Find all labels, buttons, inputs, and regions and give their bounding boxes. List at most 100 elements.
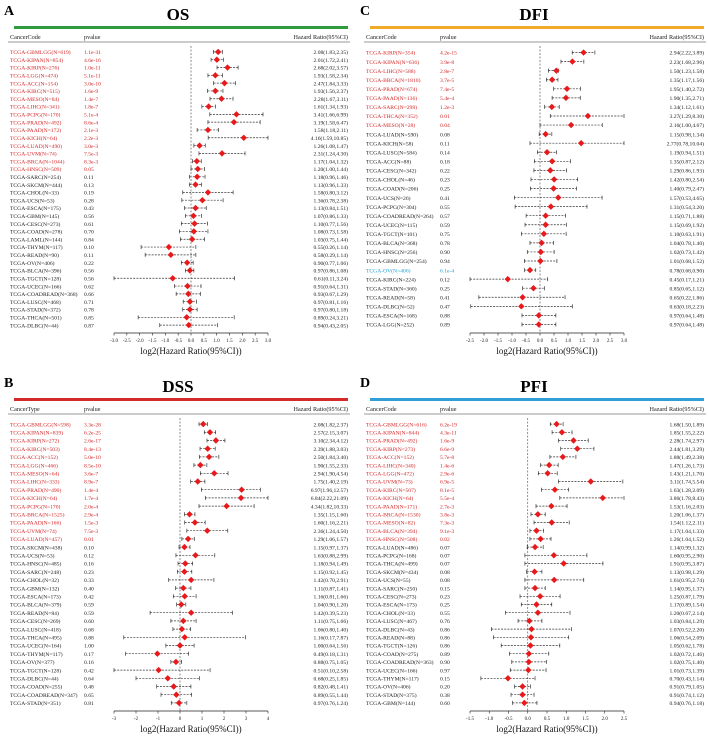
row-cancer-label: TCGA-LUSC(N=584) — [366, 149, 417, 156]
row-pvalue: 0.07 — [440, 562, 450, 568]
title-bar — [370, 26, 704, 29]
row-pvalue: 0.57 — [440, 214, 450, 220]
row-cancer-label: TCGA-COADREAD(N=368) — [10, 291, 78, 298]
hr-point — [205, 453, 213, 461]
hr-point — [186, 298, 194, 305]
hr-point — [527, 642, 534, 649]
table-row: TCGA-SKCM(N=444) 0.13 1.13(0.96,1.33) — [10, 181, 348, 189]
row-pvalue: 0.87 — [84, 323, 94, 329]
row-cancer-label: TCGA-COADREAD(N=264) — [366, 213, 434, 220]
row-pvalue: 2.2e-3 — [84, 136, 98, 142]
hr-point — [178, 601, 185, 608]
row-hazard-ratio: 2.44(1.81,3.29) — [670, 446, 705, 453]
row-pvalue: 1.2e-3 — [440, 105, 454, 111]
hr-point — [230, 118, 238, 126]
table-row: TCGA-BRCA(N=1810) 3.7e-5 1.35(1.17,1.56) — [366, 76, 704, 84]
hr-point — [530, 285, 537, 292]
row-pvalue: 0.16 — [84, 660, 94, 666]
row-cancer-label: TCGA-SKCM(N=438) — [10, 544, 62, 551]
hr-point — [238, 486, 245, 493]
hr-point — [548, 502, 555, 510]
row-hazard-ratio: 0.97(0.81,1.16) — [314, 299, 349, 306]
row-pvalue: 0.59 — [440, 223, 450, 229]
row-hazard-ratio: 1.11(0.75,1.66) — [314, 618, 348, 625]
row-cancer-label: TCGA-LIHC(N=588) — [366, 68, 416, 75]
row-hazard-ratio: 2.57(2.15,3.07) — [314, 430, 349, 437]
row-pvalue: 0.23 — [84, 570, 94, 576]
table-row: TCGA-GBMLGG(N=619) 1.1e-31 2.08(1.83,2.35) — [10, 48, 348, 56]
hr-point — [205, 103, 212, 110]
table-row: TCGA-PAAD(N=136) 5.4e-4 1.90(1.35,2.71) — [366, 94, 704, 102]
row-hazard-ratio: 2.01(1.72,2.41) — [314, 57, 349, 64]
table-row: TCGA-BLCA(N=379) 0.59 1.04(0.90,1.20) — [10, 601, 348, 609]
row-cancer-label: TCGA-PAAD(N=166) — [10, 520, 61, 527]
x-tick-label: -0.5 — [505, 717, 513, 722]
row-cancer-label: TCGA-LUAD(N=486) — [366, 544, 418, 551]
row-pvalue: 0.08 — [440, 578, 450, 584]
table-row: TCGA-LIHC(N=588) 2.8e-7 1.50(1.23,1.58) — [366, 67, 704, 75]
x-tick-label: 3 — [245, 717, 248, 722]
row-cancer-label: TCGA-THYM(N=117) — [366, 676, 419, 683]
row-pvalue: 2.9e-4 — [84, 513, 98, 519]
row-cancer-label: TCGA-LAML(N=144) — [10, 236, 62, 243]
row-cancer-label: TCGA-READ(N=58) — [366, 294, 415, 301]
row-cancer-label: TCGA-MESO(N=84) — [10, 96, 59, 103]
table-row: TCGA-LGG(N=472) 2.9e-6 1.43(1.21,1.70) — [366, 470, 704, 478]
hr-point — [548, 103, 556, 111]
row-cancer-label: TCGA-KIPAN(N=636) — [366, 59, 419, 66]
row-hazard-ratio: 1.01(0.73,1.39) — [670, 667, 705, 674]
row-hazard-ratio: 1.68(1.50,1.89) — [670, 421, 705, 428]
row-hazard-ratio: 1.02(0.75,1.40) — [670, 659, 705, 666]
hr-point — [537, 257, 544, 265]
row-hazard-ratio: 1.06(0.80,1.40) — [314, 626, 349, 633]
row-hazard-ratio: 0.97(0.80,1.18) — [314, 307, 349, 314]
table-row: TCGA-HNSC(N=256) 0.90 1.02(0.73,1.42) — [366, 248, 704, 256]
hr-point — [550, 176, 558, 183]
table-row: TCGA-KICH(N=58) 0.11 2.77(0.78,10.04) — [366, 139, 704, 147]
hr-point — [165, 243, 173, 251]
row-pvalue: 9.1e-3 — [440, 529, 454, 535]
row-hazard-ratio: 1.29(1.06,1.57) — [314, 536, 349, 543]
x-tick-label: 3.0 — [265, 339, 272, 344]
row-pvalue: 0.08 — [440, 132, 450, 138]
panel-C: C DFI CancerCode pvalue Hazard Ratio(95%CI) T… — [360, 4, 706, 356]
row-hazard-ratio: 6.84(2.22,21.09) — [311, 495, 348, 502]
table-row: TCGA-MESO(N=82) 7.3e-3 1.54(1.12,2.11) — [366, 519, 704, 527]
hr-point — [545, 461, 553, 469]
hr-point — [180, 617, 187, 625]
row-cancer-label: TCGA-TGCT(N=126) — [366, 643, 417, 650]
row-pvalue: 0.56 — [84, 269, 94, 275]
row-pvalue: 1.0e-11 — [84, 66, 101, 72]
hr-point — [184, 535, 192, 543]
row-hazard-ratio: 1.04(0.78,1.40) — [670, 240, 705, 247]
row-pvalue: 2.7e-3 — [440, 504, 454, 510]
hr-point — [212, 72, 219, 79]
row-pvalue: 7.3e-3 — [440, 521, 454, 527]
row-pvalue: 0.42 — [84, 668, 94, 674]
x-tick-label: 2.5 — [252, 339, 259, 344]
table-row: TCGA-CESC(N=273) 0.23 1.25(0.87,1.79) — [366, 593, 704, 601]
hr-point — [190, 228, 198, 235]
row-hazard-ratio: 2.08(1.82,2.37) — [314, 421, 349, 428]
table-row: TCGA-MESO(N=64) 3.6e-7 2.94(1.90,4.54) — [10, 470, 348, 478]
row-pvalue: 1.7e-4 — [84, 496, 98, 502]
row-pvalue: 0.10 — [84, 245, 94, 251]
row-pvalue: 0.08 — [440, 570, 450, 576]
row-hazard-ratio: 3.10(2.34,4.12) — [314, 438, 349, 445]
table-row: TCGA-SARC(N=254) 0.11 1.18(0.96,1.46) — [10, 173, 348, 181]
row-pvalue: 1.6e-9 — [440, 439, 454, 445]
table-row: TCGA-KIRC(N=507) 8.1e-5 1.63(1.28,2.09) — [366, 486, 704, 494]
row-cancer-label: TCGA-DLBC(N=43) — [366, 626, 415, 633]
row-pvalue: 0.71 — [84, 300, 94, 306]
row-hazard-ratio: 1.15(0.92,1.45) — [314, 569, 349, 576]
table-row: TCGA-COADREAD(N=264) 0.57 1.15(0.71,1.88) — [366, 212, 704, 220]
table-row: TCGA-PRAD(N=674) 7.4e-5 1.95(1.40,2.72) — [366, 85, 704, 93]
hr-point — [542, 221, 549, 228]
panel-title: DSS — [162, 377, 193, 396]
table-row: TCGA-UVM(N=74) 7.5e-3 2.36(1.24,4.50) — [10, 527, 348, 535]
row-hazard-ratio: 0.97(0.86,1.08) — [314, 268, 349, 275]
row-hazard-ratio: 6.97(1.96,12.57) — [311, 487, 348, 494]
row-hazard-ratio: 1.15(0.98,1.34) — [670, 131, 705, 138]
x-tick-label: -2.0 — [480, 339, 488, 344]
row-hazard-ratio: 1.11(0.87,1.41) — [314, 585, 348, 592]
